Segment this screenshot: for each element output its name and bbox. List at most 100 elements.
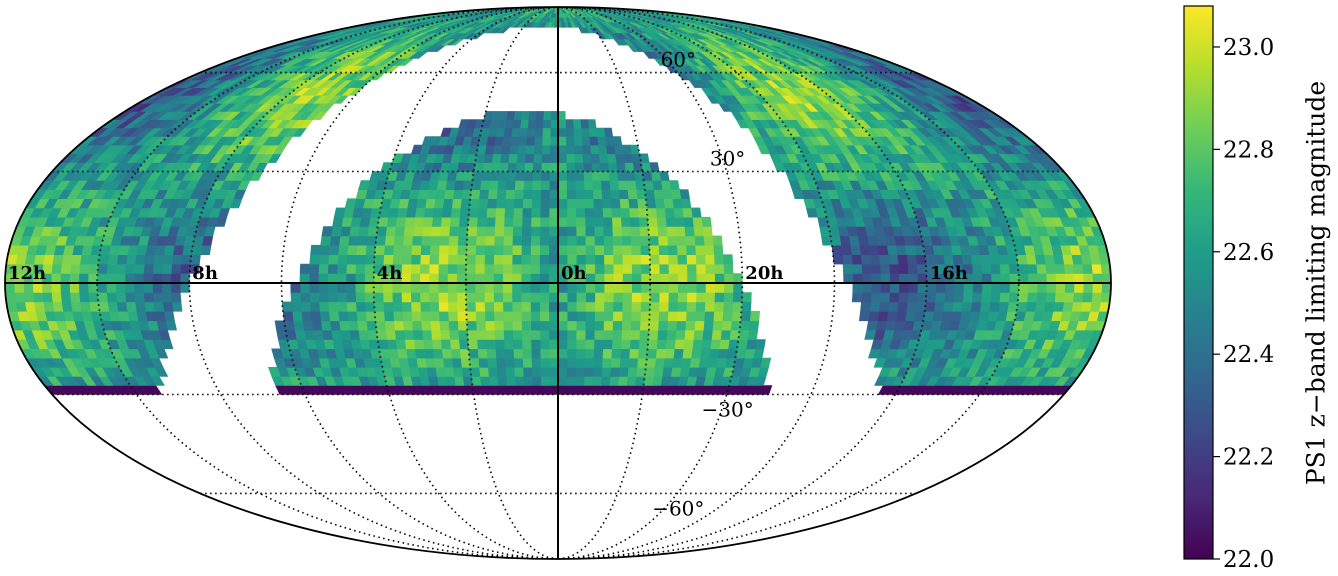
- coverage-cell: [274, 320, 286, 331]
- coverage-cell: [630, 320, 641, 331]
- coverage-cell: [548, 348, 559, 359]
- coverage-cell: [422, 216, 434, 227]
- coverage-cell: [517, 136, 528, 146]
- coverage-cell: [438, 254, 449, 265]
- coverage-cell: [162, 254, 174, 265]
- coverage-cell: [532, 162, 542, 172]
- coverage-cell: [548, 198, 559, 209]
- coverage-cell: [566, 198, 577, 209]
- coverage-cell: [870, 273, 881, 284]
- coverage-cell: [644, 189, 655, 199]
- coverage-cell: [41, 292, 53, 303]
- coverage-cell: [507, 162, 517, 172]
- coverage-cell: [1017, 263, 1029, 274]
- coverage-cell: [557, 111, 566, 120]
- coverage-cell: [520, 292, 531, 303]
- coverage-cell: [690, 348, 702, 359]
- coverage-cell: [521, 339, 532, 350]
- coverage-cell: [649, 301, 660, 312]
- coverage-cell: [419, 254, 430, 265]
- coverage-cell: [549, 153, 559, 163]
- coverage-cell: [1025, 254, 1037, 265]
- coverage-cell: [338, 235, 350, 246]
- coverage-cell: [534, 119, 544, 129]
- coverage-cell: [485, 226, 496, 237]
- coverage-cell: [548, 357, 559, 368]
- coverage-cell: [319, 244, 331, 255]
- coverage-cell: [886, 244, 898, 255]
- coverage-cell: [731, 301, 743, 312]
- coverage-cell: [565, 153, 575, 163]
- coverage-cell: [395, 339, 407, 350]
- coverage-cell: [477, 198, 489, 209]
- coverage-cell: [592, 189, 603, 199]
- coverage-cell: [447, 301, 458, 312]
- coverage-cell: [291, 310, 303, 322]
- coverage-cell: [1044, 292, 1056, 303]
- coverage-cell: [106, 282, 117, 293]
- coverage-cell: [401, 244, 413, 255]
- coverage-cell: [603, 320, 614, 331]
- coverage-cell: [594, 292, 605, 303]
- coverage-cell: [601, 357, 612, 368]
- coverage-cell: [675, 235, 687, 246]
- coverage-cell: [988, 254, 1000, 265]
- coverage-cell: [520, 263, 531, 274]
- coverage-cell: [611, 226, 622, 237]
- coverage-cell: [400, 273, 411, 284]
- coverage-cell: [603, 254, 614, 265]
- coverage-cell: [594, 263, 605, 274]
- coverage-cell: [591, 376, 602, 386]
- coverage-cell: [640, 301, 651, 312]
- coverage-cell: [530, 254, 541, 265]
- coverage-cell: [336, 273, 347, 284]
- coverage-cell: [741, 292, 752, 303]
- coverage-cell: [431, 216, 442, 227]
- coverage-cell: [574, 171, 585, 181]
- coverage-cell: [634, 180, 646, 190]
- coverage-cell: [852, 282, 863, 293]
- coverage-cell: [162, 301, 174, 312]
- coverage-cell: [619, 348, 630, 359]
- coverage-cell: [617, 180, 628, 190]
- coverage-cell: [631, 282, 642, 293]
- coverage-cell: [566, 301, 577, 312]
- coverage-cell: [601, 366, 612, 377]
- coverage-cell: [655, 207, 666, 218]
- coverage-cell: [633, 385, 644, 395]
- coverage-cell: [614, 153, 625, 163]
- coverage-cell: [599, 385, 610, 395]
- coverage-cell: [514, 376, 525, 386]
- coverage-cell: [530, 207, 541, 218]
- coverage-cell: [488, 180, 499, 190]
- coverage-cell: [472, 171, 483, 181]
- coverage-cell: [520, 273, 531, 284]
- coverage-cell: [318, 254, 330, 265]
- coverage-cell: [320, 320, 332, 331]
- coverage-cell: [916, 273, 928, 284]
- coverage-cell: [308, 263, 320, 274]
- coverage-cell: [585, 263, 596, 274]
- coverage-cell: [628, 348, 639, 359]
- coverage-cell: [870, 282, 881, 293]
- coverage-cell: [358, 180, 371, 190]
- coverage-cell: [658, 244, 669, 255]
- coverage-cell: [1055, 282, 1066, 293]
- coverage-cell: [997, 301, 1009, 312]
- coverage-cell: [861, 282, 872, 293]
- coverage-cell: [96, 273, 107, 284]
- coverage-cell: [557, 198, 568, 209]
- coverage-cell: [87, 282, 98, 293]
- coverage-cell: [502, 263, 513, 274]
- coverage-cell: [997, 254, 1009, 265]
- coverage-cell: [59, 273, 71, 284]
- coverage-cell: [675, 320, 687, 331]
- coverage-cell: [584, 348, 595, 359]
- coverage-cell: [677, 263, 688, 274]
- coverage-cell: [520, 244, 531, 255]
- coverage-cell: [972, 282, 983, 293]
- coverage-cell: [661, 189, 673, 199]
- coverage-cell: [548, 320, 559, 331]
- coverage-cell: [557, 366, 568, 377]
- coverage-cell: [465, 263, 476, 274]
